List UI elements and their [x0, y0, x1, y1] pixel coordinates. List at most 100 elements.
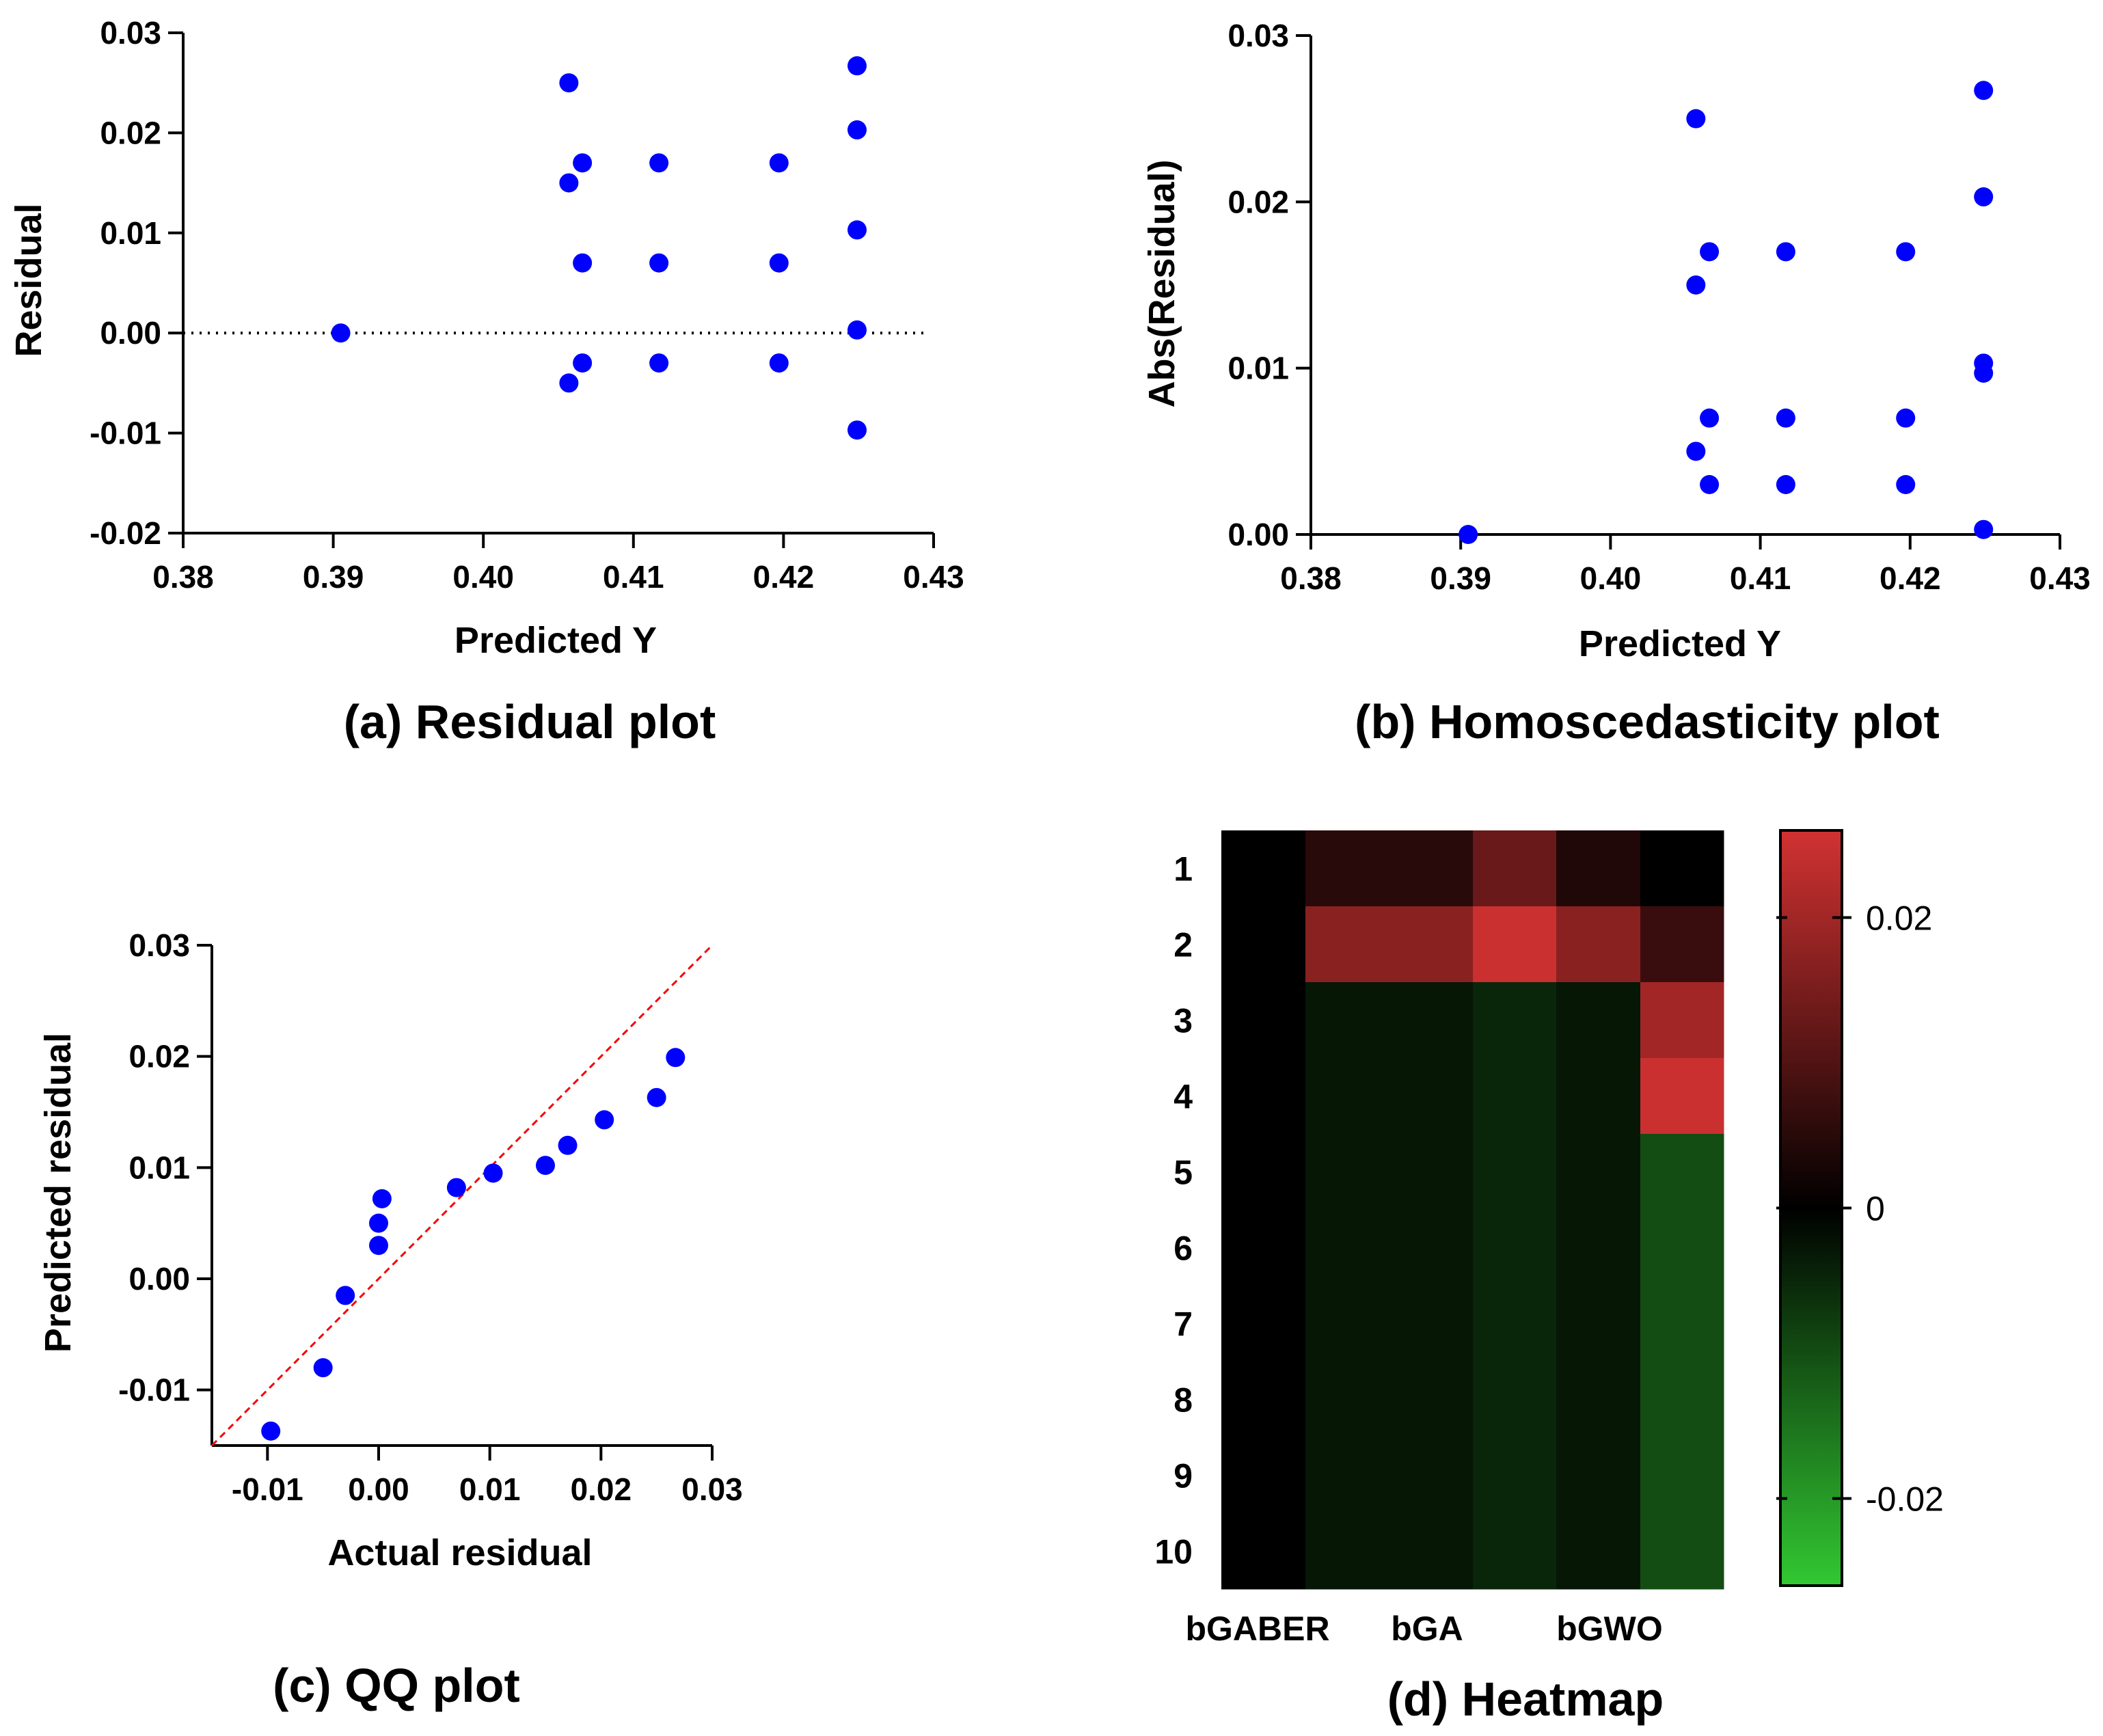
heatmap-cell	[1305, 1058, 1390, 1135]
b-data-point	[1974, 187, 1994, 207]
heatmap-cell	[1389, 982, 1474, 1059]
b-data-point	[1974, 519, 1994, 539]
a-data-point	[573, 353, 593, 373]
heatmap-cell	[1473, 1058, 1557, 1135]
b-y-tick-label: 0.02	[1227, 184, 1289, 219]
heatmap-cell	[1221, 1058, 1306, 1135]
homoscedasticity-plot-caption: (b) Homoscedasticity plot	[1355, 695, 1940, 748]
colorbar-tick-label: 0	[1866, 1190, 1885, 1228]
a-x-tick-label: 0.43	[903, 559, 964, 595]
heatmap-cell	[1473, 1134, 1557, 1210]
heatmap-row-label: 5	[1173, 1154, 1193, 1192]
a-x-tick-label: 0.42	[753, 559, 815, 595]
b-data-point	[1974, 363, 1994, 383]
heatmap-cell	[1640, 906, 1724, 983]
heatmap-cell	[1640, 1513, 1724, 1590]
heatmap-cell	[1389, 1513, 1474, 1590]
b-data-point	[1686, 109, 1706, 128]
heatmap-cell	[1640, 1286, 1724, 1362]
heatmap-column-label: bGWO	[1556, 1610, 1663, 1648]
heatmap-cell	[1389, 1437, 1474, 1514]
heatmap-cell	[1221, 982, 1306, 1059]
c-y-tick-label: -0.01	[118, 1372, 190, 1408]
heatmap-cell	[1640, 1437, 1724, 1514]
b-x-tick-label: 0.42	[1880, 560, 1941, 596]
a-data-point	[649, 353, 669, 373]
c-x-tick-label: 0.03	[681, 1471, 743, 1507]
heatmap-cell	[1556, 906, 1641, 983]
b-data-point	[1896, 408, 1916, 428]
a-data-point	[559, 173, 579, 193]
c-x-tick-label: 0.01	[459, 1471, 521, 1507]
residual-plot-panel: 0.38 0.39 0.40 0.41 0.42 0.43 -0.02 -0.01 0.00 0.…	[8, 15, 964, 748]
a-data-point	[769, 353, 789, 373]
a-y-tick-label: -0.01	[90, 416, 161, 451]
heatmap-cell	[1221, 1513, 1306, 1590]
heatmap-cell	[1305, 1437, 1390, 1514]
c-data-point	[647, 1087, 666, 1107]
heatmap-cell	[1556, 1513, 1641, 1590]
heatmap-cell	[1556, 1286, 1641, 1362]
a-data-point	[847, 420, 867, 440]
homoscedasticity-plot-ylabel: Abs(Residual)	[1141, 159, 1182, 407]
heatmap-cell	[1221, 1286, 1306, 1362]
c-data-point	[261, 1421, 281, 1441]
residual-plot-ylabel: Residual	[8, 203, 49, 357]
residual-plot-marks: 0.38 0.39 0.40 0.41 0.42 0.43 -0.02 -0.01 0.00 0.…	[90, 15, 964, 595]
heatmap-cell	[1389, 1286, 1474, 1362]
a-data-point	[573, 153, 593, 173]
b-data-point	[1776, 475, 1795, 494]
heatmap-cell	[1473, 830, 1557, 907]
heatmap-cell	[1389, 1134, 1474, 1210]
heatmap-cell	[1473, 982, 1557, 1059]
a-x-tick-label: 0.39	[303, 559, 364, 595]
b-data-point	[1896, 242, 1916, 262]
heatmap-marks: 1 2 3 4 5 6 7 8 9 10 bGABER bGA bGWO 0.02 0 -0.02	[1154, 829, 1944, 1648]
a-data-point	[769, 253, 789, 273]
residual-plot-xlabel: Predicted Y	[454, 620, 657, 661]
heatmap-cell	[1389, 1361, 1474, 1438]
heatmap-row-label: 10	[1154, 1533, 1193, 1571]
c-data-point	[666, 1048, 686, 1068]
heatmap-cell	[1640, 1361, 1724, 1438]
heatmap-cell	[1473, 1361, 1557, 1438]
heatmap-cell	[1556, 1437, 1641, 1514]
c-x-tick-label: 0.00	[348, 1471, 409, 1507]
c-data-point	[369, 1213, 388, 1233]
b-y-tick-label: 0.00	[1227, 517, 1289, 552]
c-x-tick-label: 0.02	[571, 1471, 632, 1507]
heatmap-column-label: bGA	[1391, 1610, 1463, 1648]
homoscedasticity-plot-xlabel: Predicted Y	[1579, 623, 1781, 664]
qq-plot-xlabel: Actual residual	[327, 1532, 592, 1573]
c-x-tick-label: -0.01	[232, 1471, 303, 1507]
heatmap-cell	[1221, 1361, 1306, 1438]
a-data-point	[649, 153, 669, 173]
homoscedasticity-plot-marks: 0.38 0.39 0.40 0.41 0.42 0.43 0.00 0.01 0.02 0.03	[1227, 18, 2090, 596]
b-data-point	[1776, 242, 1795, 262]
heatmap-cell	[1221, 1210, 1306, 1286]
b-y-tick-label: 0.03	[1227, 18, 1289, 53]
a-data-point	[847, 220, 867, 240]
heatmap-row-label: 9	[1173, 1457, 1193, 1495]
b-x-tick-label: 0.40	[1580, 560, 1642, 596]
heatmap-row-label: 2	[1173, 926, 1193, 964]
b-x-tick-label: 0.43	[2029, 560, 2091, 596]
a-data-point	[847, 56, 867, 76]
heatmap-cell	[1473, 1437, 1557, 1514]
heatmap-panel: 1 2 3 4 5 6 7 8 9 10 bGABER bGA bGWO 0.02 0 -0.02 (d) H…	[1154, 829, 1944, 1726]
c-y-tick-label: 0.00	[128, 1261, 190, 1297]
c-data-point	[536, 1156, 555, 1176]
heatmap-cell	[1556, 830, 1641, 907]
b-data-point	[1896, 475, 1916, 494]
a-data-point	[573, 253, 593, 273]
heatmap-row-label: 4	[1173, 1078, 1193, 1116]
heatmap-cell	[1221, 830, 1306, 907]
heatmap-cell	[1221, 906, 1306, 983]
qq-plot-marks: -0.01 0.00 0.01 0.02 0.03 -0.01 0.00 0.01 0.02 0.…	[118, 927, 743, 1507]
a-x-tick-label: 0.41	[603, 559, 664, 595]
a-data-point	[559, 373, 579, 393]
c-y-tick-label: 0.01	[128, 1150, 190, 1185]
heatmap-row-label: 7	[1173, 1305, 1193, 1344]
colorbar-tick-label: -0.02	[1866, 1480, 1944, 1519]
a-y-tick-label: 0.00	[100, 315, 161, 351]
